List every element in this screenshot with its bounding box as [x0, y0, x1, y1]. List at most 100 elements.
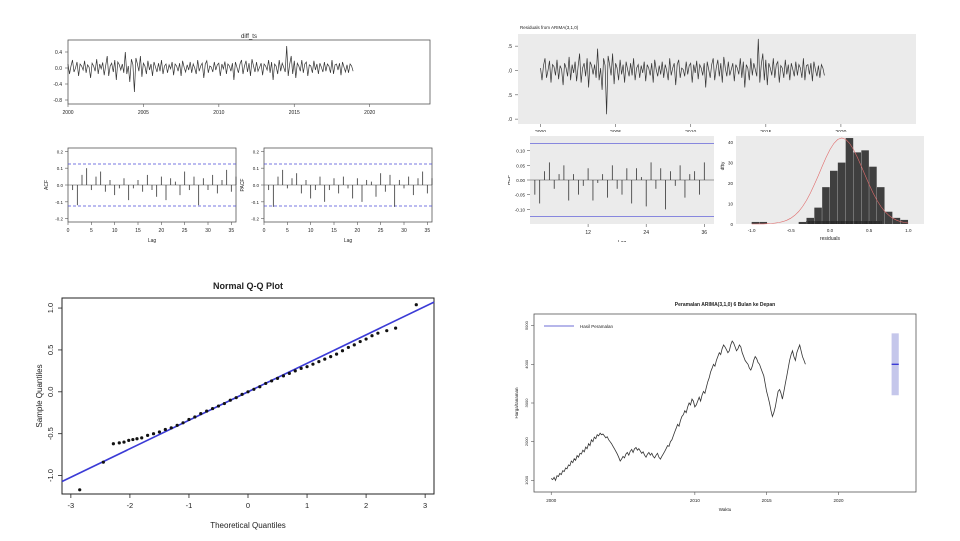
y-tick-label: 0.0 [57, 183, 64, 188]
qq-point [131, 437, 135, 442]
histogram-bar [853, 152, 862, 224]
qq-point [264, 381, 268, 386]
qq-point [346, 345, 350, 350]
x-tick-label: -2 [127, 501, 134, 510]
forecast-chart: Peramalan ARIMA(3,1,0) 6 Bulan ke Depan H… [508, 296, 924, 516]
density-curve [751, 137, 909, 225]
qq-point [305, 365, 309, 369]
y-tick-label: -1.0 [508, 117, 512, 123]
x-tick-label: 0.0 [827, 228, 834, 233]
x-axis-label: residuals [820, 236, 841, 242]
y-tick-label: 4000 [524, 359, 529, 369]
x-tick-label: 3 [423, 501, 427, 510]
y-tick-label: 0.0 [508, 68, 512, 74]
chart-title: diff_ts [241, 34, 257, 40]
y-tick-label: 0.00 [516, 178, 525, 183]
y-tick-label: 5000 [524, 320, 529, 330]
y-tick-label: 0.05 [516, 163, 525, 168]
qq-point [210, 406, 215, 411]
chart-title: Peramalan ARIMA(3,1,0) 6 Bulan ke Depan [675, 302, 775, 308]
residual-acf-svg: 12 24 36 0.10 0.05 0.00 -0.05 -0.10 Lag ACF [506, 136, 714, 246]
x-tick-label: 0.5 [866, 228, 873, 233]
y-tick-label: -0.1 [251, 200, 259, 205]
x-tick-label: 25 [182, 228, 188, 234]
x-tick-label: 2005 [138, 110, 149, 116]
x-tick-label: 12 [585, 230, 591, 236]
x-tick-label: 2020 [833, 498, 844, 503]
x-tick-label: 0 [67, 228, 70, 234]
y-tick-label: 0.5 [46, 345, 55, 355]
x-tick-label: 5 [286, 228, 289, 234]
x-tick-label: -1 [186, 501, 193, 510]
x-tick-label: 2 [364, 501, 368, 510]
y-tick-label: 0.0 [46, 387, 55, 397]
qq-point [127, 438, 131, 442]
qq-point [175, 423, 179, 427]
x-tick-label: 2015 [762, 498, 773, 503]
pacf-svg: 0 5 10 15 20 25 30 35 -0.2 -0.1 0.0 0.1 0.2 Lag PACF [240, 147, 433, 244]
y-axis-label: df$y [720, 161, 725, 170]
qq-point [334, 352, 339, 356]
y-tick-label: 0.5 [508, 44, 512, 50]
qq-point [340, 349, 345, 353]
qq-point [205, 409, 209, 413]
y-tick-label: 0.2 [253, 149, 260, 154]
qq-point [140, 436, 144, 440]
y-tick-label: -0.8 [53, 98, 62, 104]
residual-acf-chart: 12 24 36 0.10 0.05 0.00 -0.05 -0.10 Lag ACF [506, 132, 718, 246]
x-tick-label: 10 [112, 228, 118, 234]
x-tick-label: 1.0 [905, 228, 912, 233]
x-axis-label: Waktu [719, 507, 732, 512]
histogram-bar [900, 219, 909, 224]
x-tick-label: 35 [229, 228, 235, 234]
acf-chart: 0 5 10 15 20 25 30 35 -0.2 -0.1 0.0 0.1 0.2 Lag ACF [40, 140, 240, 252]
y-axis-label: Sample Quantiles [35, 364, 44, 427]
acf-svg: 0 5 10 15 20 25 30 35 -0.2 -0.1 0.0 0.1 0.2 Lag ACF [44, 147, 237, 244]
qq-point [117, 441, 121, 445]
histogram-bar [830, 170, 838, 224]
x-tick-label: 2000 [62, 110, 73, 116]
y-axis-label: ACF [508, 175, 512, 185]
qq-point [181, 421, 185, 425]
histogram-bar [759, 221, 768, 224]
qq-point [385, 329, 389, 333]
x-tick-label: 2020 [364, 110, 375, 116]
plot-frame [61, 297, 435, 495]
qq-point [246, 390, 250, 394]
y-tick-label: -0.5 [508, 93, 512, 99]
y-tick-label: -0.1 [55, 200, 63, 205]
y-tick-label: -0.5 [46, 427, 55, 440]
y-tick-label: 0.2 [57, 149, 64, 154]
histogram-bar [798, 221, 807, 224]
histogram-bar [869, 166, 877, 224]
qq-point [275, 376, 280, 381]
x-tick-label: -0.5 [787, 228, 795, 233]
x-tick-label: 1 [305, 501, 309, 510]
chart-title: Residuals from ARIMA(3,1,0) [520, 25, 579, 30]
y-tick-label: -0.2 [251, 217, 259, 222]
x-tick-label: 24 [643, 230, 649, 236]
series-line [540, 38, 825, 115]
qq-point [187, 417, 191, 422]
y-tick-label: 20 [728, 181, 734, 186]
series-line [67, 45, 354, 93]
qq-point [352, 343, 356, 347]
y-tick-label: 3000 [524, 398, 529, 408]
y-tick-label: 0.10 [516, 149, 525, 154]
histogram-bar [861, 150, 869, 224]
x-tick-label: 15 [331, 228, 337, 234]
qq-point [258, 385, 262, 389]
histogram-bar [845, 138, 854, 224]
qq-point [228, 398, 232, 402]
qq-point [287, 371, 291, 375]
qq-point [146, 433, 150, 437]
y-tick-label: 40 [728, 140, 734, 145]
y-tick-label: -0.10 [515, 207, 526, 212]
qq-point [376, 331, 380, 335]
y-axis-label: PACF [240, 179, 246, 192]
qq-point [299, 366, 303, 370]
y-tick-label: 10 [728, 202, 734, 207]
qq-point [311, 362, 315, 366]
qq-point [394, 326, 398, 330]
x-tick-label: 25 [378, 228, 384, 234]
